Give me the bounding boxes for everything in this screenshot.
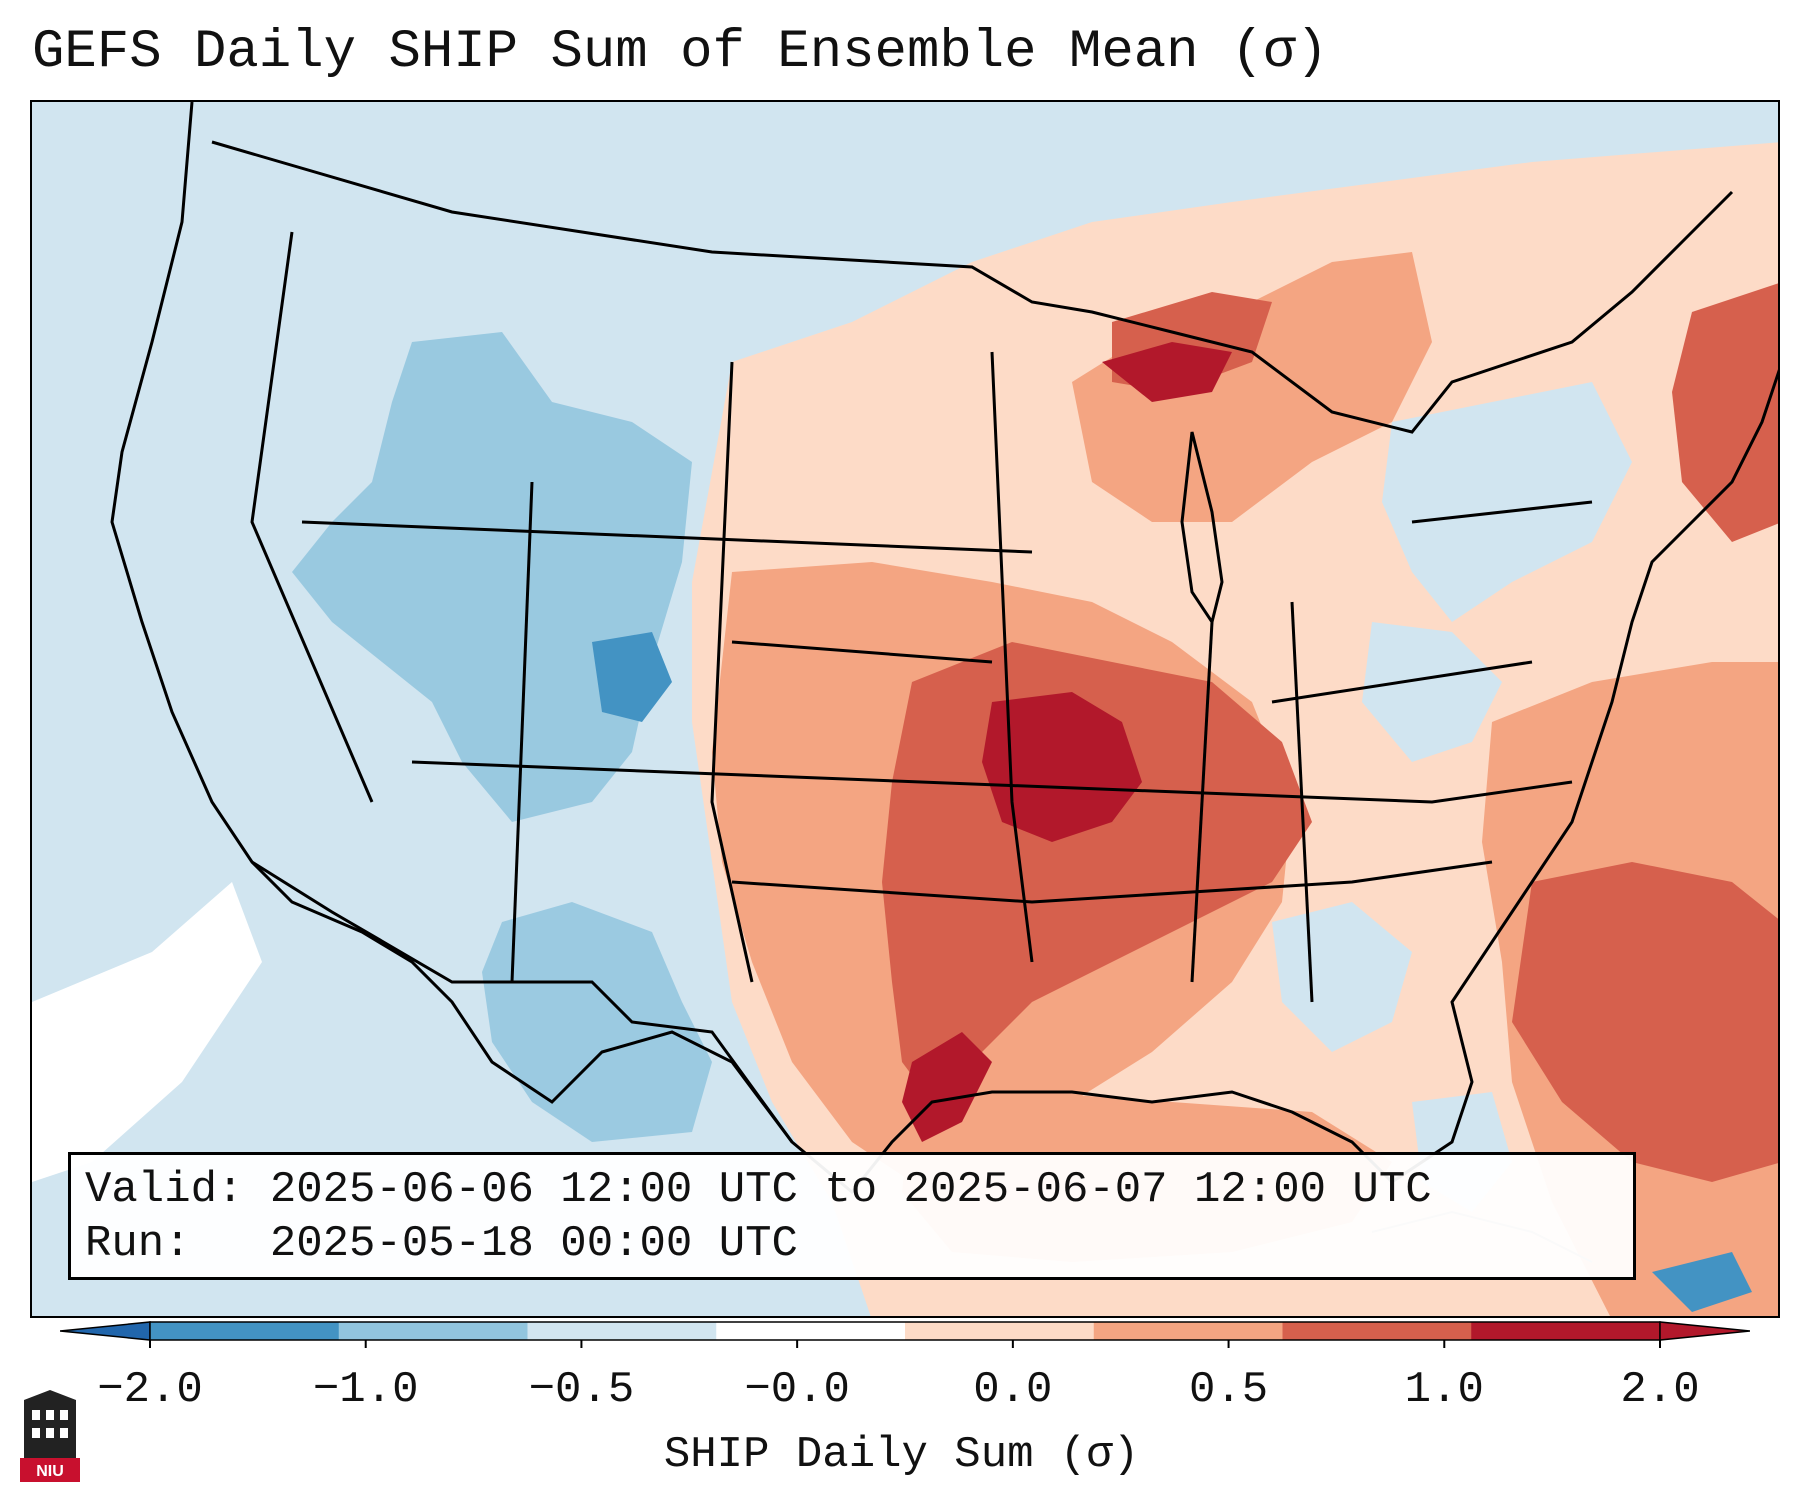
anomaly-region-southeast-negative (1272, 902, 1412, 1052)
state-line-9 (250, 231, 374, 803)
colorbar-segments (149, 1321, 1661, 1341)
colorbar-segment (1093, 1322, 1283, 1340)
anomaly-region-atlantic-strong (1512, 862, 1778, 1182)
colorbar-segment (150, 1322, 340, 1340)
anomaly-region-missouri-extreme (982, 692, 1142, 842)
state-line-8 (1290, 601, 1314, 1003)
run-value: 2025-05-18 00:00 UTC (269, 1219, 798, 1269)
state-line-4 (710, 361, 754, 983)
anomaly-region-northeast-negative (1382, 382, 1632, 622)
anomaly-region-superior-extreme (1102, 342, 1232, 402)
colorbar-tick-label: 0.0 (973, 1365, 1053, 1415)
state-line-3 (731, 640, 993, 664)
state-line-1 (301, 520, 1033, 554)
colorbar-segment (905, 1322, 1095, 1340)
colorbar-tick-label: 2.0 (1620, 1365, 1700, 1415)
colorbar-label: SHIP Daily Sum (σ) (663, 1430, 1140, 1480)
university-tower-icon: NIU (20, 1390, 80, 1482)
southeast-corner-blue (1652, 1252, 1752, 1312)
colorbar-tick-label: 0.5 (1188, 1365, 1269, 1415)
anomaly-region-texas-coast-extreme (902, 1032, 992, 1142)
state-line-2 (411, 760, 1573, 804)
anomaly-region-rockies-deep (592, 632, 672, 722)
mexico-border (251, 860, 794, 1143)
map-title: GEFS Daily SHIP Sum of Ensemble Mean (σ) (32, 22, 1329, 83)
state-line-6 (990, 351, 1034, 963)
anomaly-region-newengland-strong (1672, 283, 1778, 542)
colorbar-segment (338, 1322, 528, 1340)
colorbar-segment (527, 1322, 717, 1340)
colorbar-ticks (149, 1340, 1661, 1348)
colorbar-tick-label: −0.0 (744, 1365, 850, 1415)
logo-text: NIU (36, 1463, 64, 1480)
anomaly-map (32, 102, 1778, 1316)
colorbar (60, 1321, 1750, 1348)
colorbar-tick-label: 1.0 (1404, 1365, 1484, 1415)
map-panel (30, 100, 1780, 1318)
colorbar-segment (1471, 1322, 1661, 1340)
colorbar-segment (716, 1322, 906, 1340)
anomaly-region-southwest-negative (482, 902, 712, 1142)
us-outline (110, 102, 1778, 1195)
state-line-12 (1411, 500, 1593, 524)
anomaly-region-great-lakes-moderate (1072, 252, 1432, 522)
canada-border (211, 140, 1734, 434)
colorbar-segment (1282, 1322, 1472, 1340)
boundaries (110, 102, 1778, 1195)
colorbar-over-arrow (1659, 1321, 1750, 1341)
run-label: Run: (85, 1219, 191, 1269)
anomaly-region-ohio-valley-negative (1362, 622, 1502, 762)
colorbar-tick-label: −2.0 (97, 1365, 203, 1415)
state-line-7 (1190, 621, 1214, 983)
valid-value: 2025-06-06 12:00 UTC to 2025-06-07 12:00… (269, 1165, 1432, 1215)
state-line-11 (1271, 660, 1533, 704)
anomaly-region-pacific-neutral (32, 882, 262, 1182)
colorbar-tick-label: −1.0 (312, 1365, 419, 1415)
validity-info-box: Valid: 2025-06-06 12:00 UTC to 2025-06-0… (68, 1152, 1636, 1280)
state-line-5 (510, 481, 534, 983)
state-line-10 (731, 860, 1493, 904)
valid-label: Valid: (85, 1165, 244, 1215)
colorbar-under-arrow (60, 1321, 151, 1341)
colorbar-tick-label: −0.5 (528, 1365, 635, 1415)
anomaly-region-west-negative (292, 332, 692, 822)
